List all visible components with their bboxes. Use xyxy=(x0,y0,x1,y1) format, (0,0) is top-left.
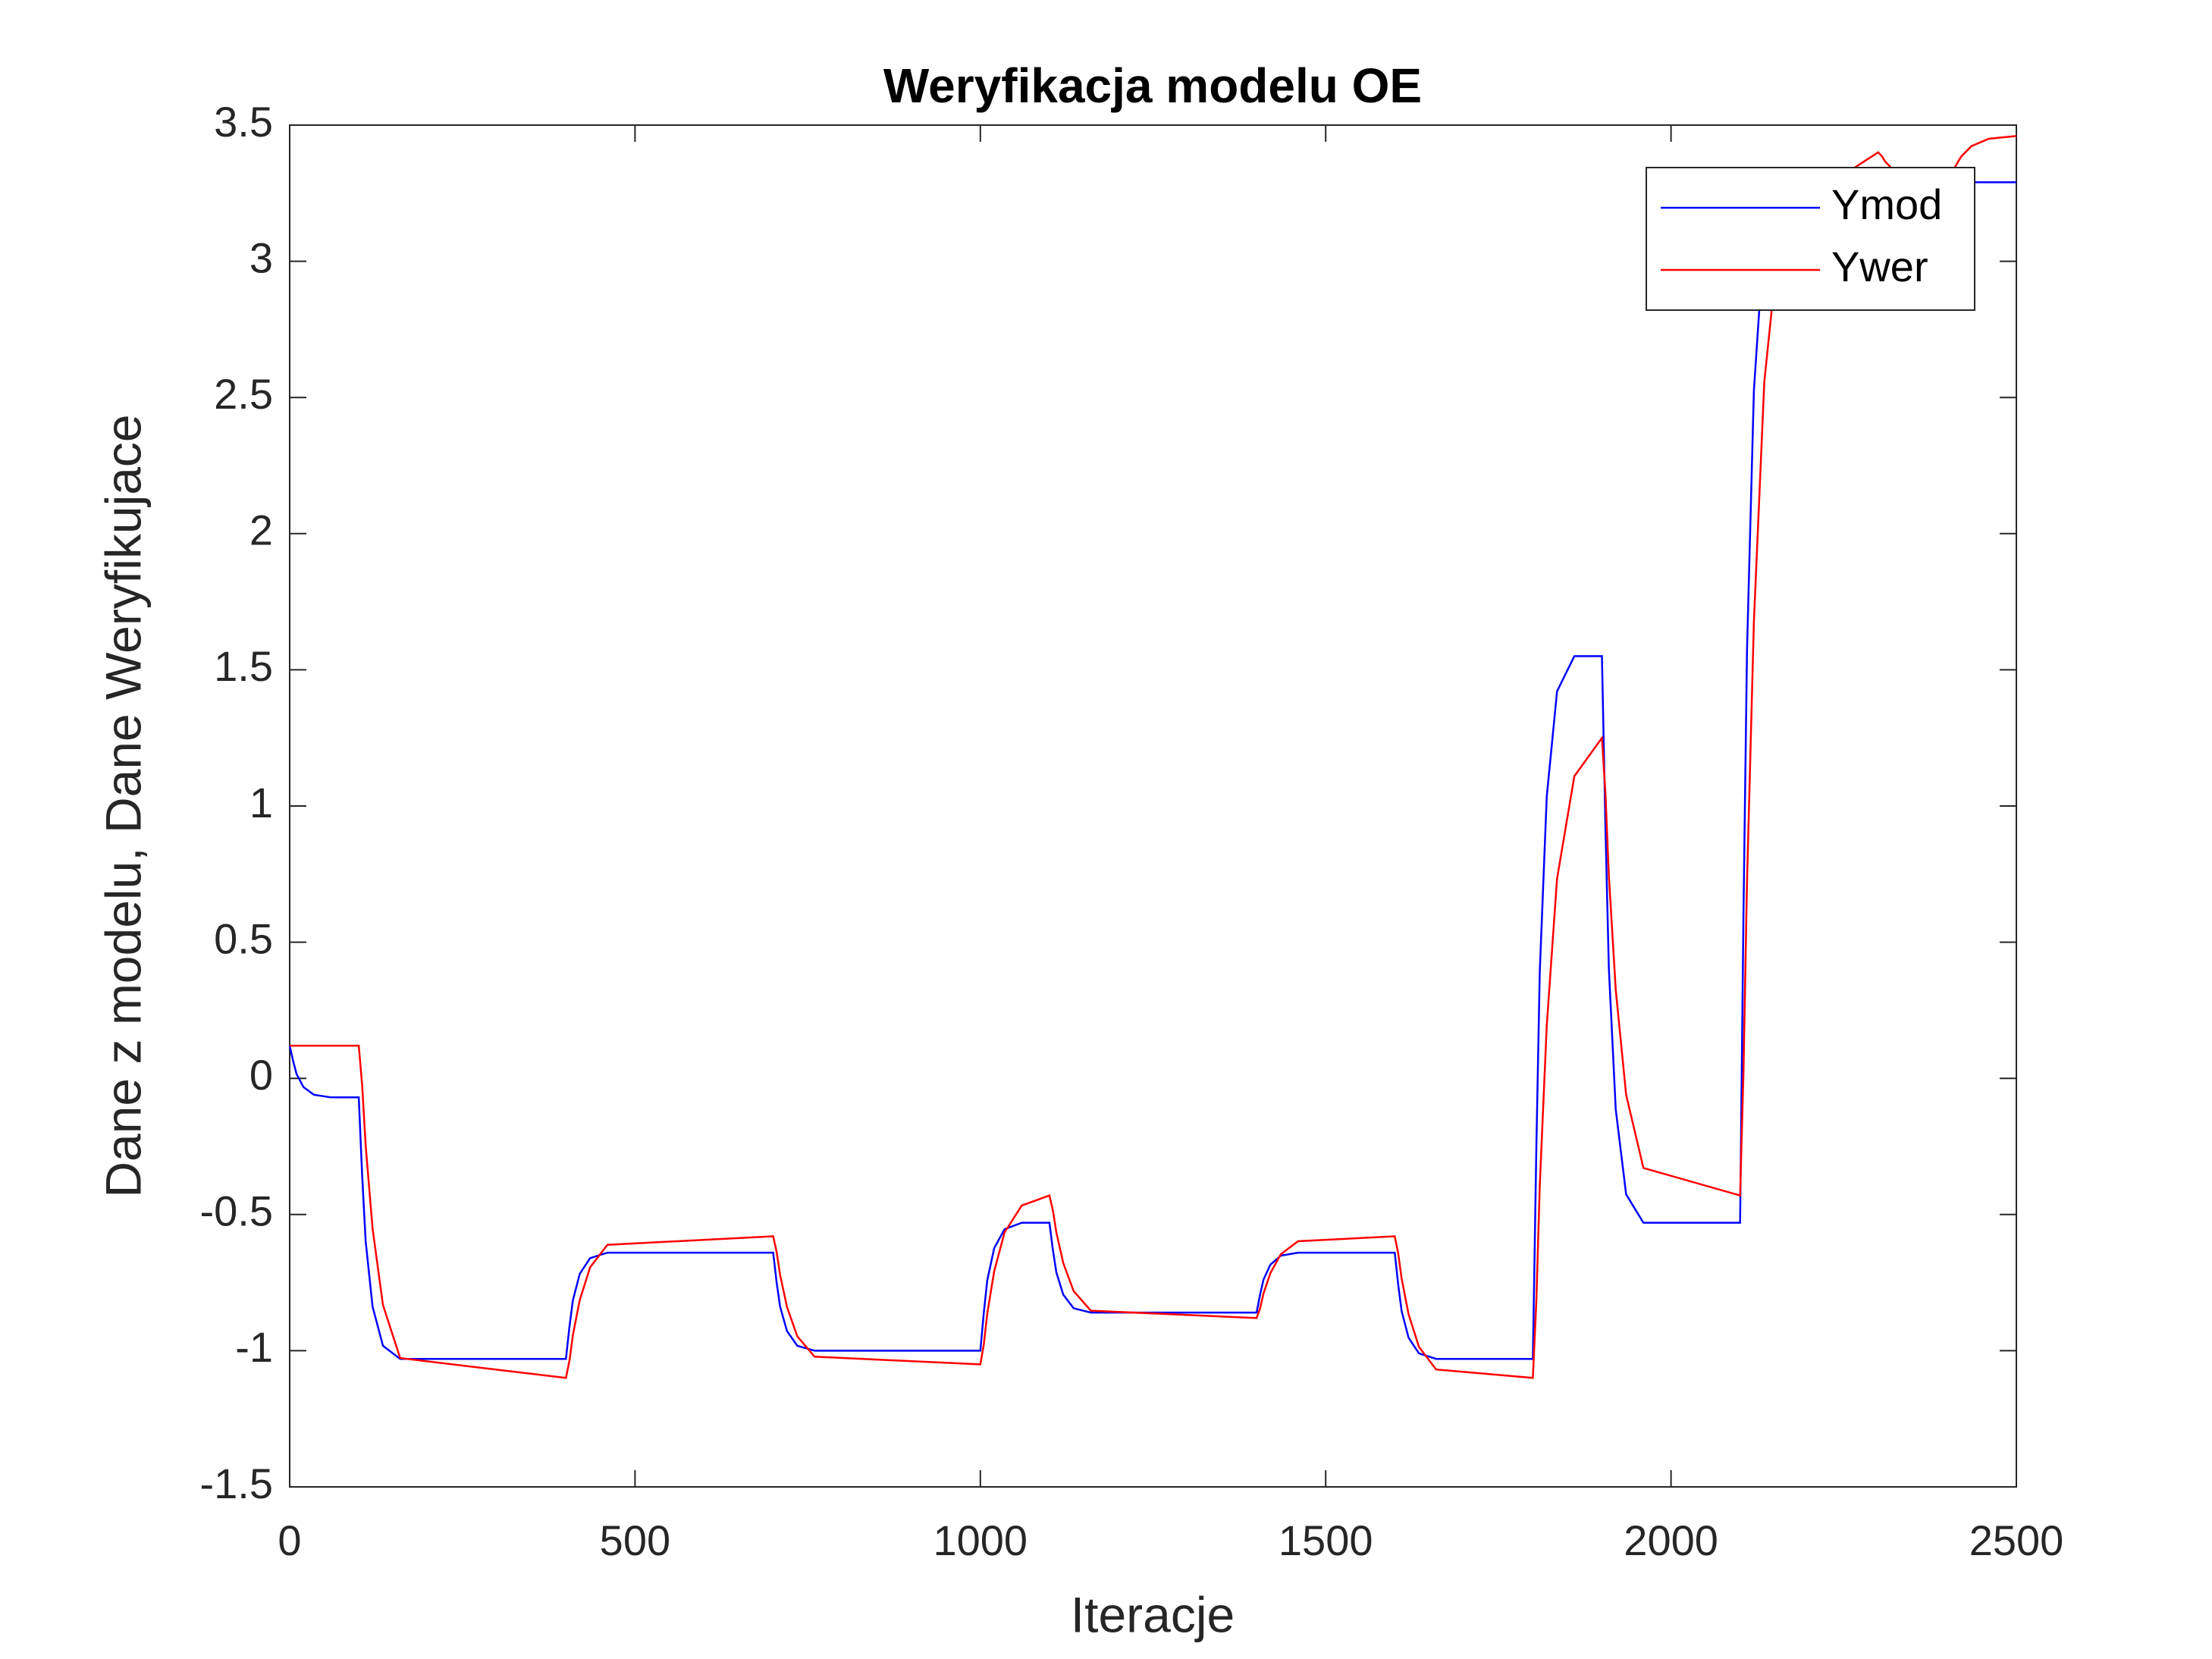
x-tick-label: 2500 xyxy=(1969,1516,2064,1564)
y-tick-label: 0 xyxy=(249,1051,273,1099)
y-axis-label: Dane z modelu, Dane Weryfikujace xyxy=(95,414,151,1197)
plot-area xyxy=(289,124,2017,1488)
legend-label: Ymod xyxy=(1831,180,1942,228)
y-tick-label: 3.5 xyxy=(214,98,273,146)
x-tick-label: 2000 xyxy=(1624,1516,1718,1564)
y-tick-label: 1.5 xyxy=(214,642,273,690)
x-tick-label: 500 xyxy=(600,1516,670,1564)
y-tick-label: 3 xyxy=(249,234,273,281)
y-tick-label: -1 xyxy=(235,1323,273,1371)
x-axis-label: Iteracje xyxy=(1071,1586,1235,1642)
y-tick-label: -0.5 xyxy=(200,1187,274,1235)
x-tick-label: 1500 xyxy=(1279,1516,1373,1564)
legend-box xyxy=(1646,167,1975,311)
y-tick-label: 2 xyxy=(249,506,273,554)
x-tick-label: 0 xyxy=(278,1516,301,1564)
x-tick-label: 1000 xyxy=(933,1516,1028,1564)
y-tick-label: 1 xyxy=(249,779,273,826)
chart-title: Weryfikacja modelu OE xyxy=(883,58,1422,113)
y-tick-label: 0.5 xyxy=(214,914,273,962)
y-tick-label: -1.5 xyxy=(200,1460,274,1507)
legend-label: Ywer xyxy=(1831,243,1928,290)
y-tick-label: 2.5 xyxy=(214,370,273,418)
